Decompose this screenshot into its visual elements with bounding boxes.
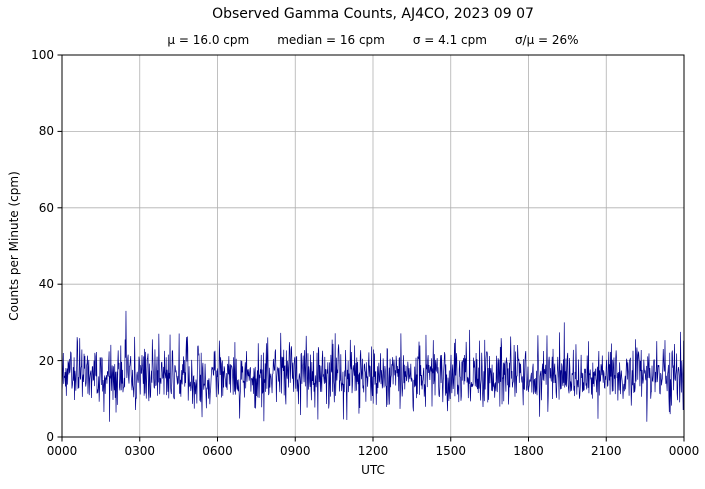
y-tick-label: 20 xyxy=(38,353,54,368)
chart-stats-line: μ = 16.0 cpm median = 16 cpm σ = 4.1 cpm… xyxy=(62,33,684,47)
stat-sigma: σ = 4.1 cpm xyxy=(412,33,487,47)
x-tick-label: 2100 xyxy=(590,444,622,458)
x-tick-label: 0900 xyxy=(279,444,311,458)
plot-area xyxy=(57,54,685,442)
y-tick-label: 0 xyxy=(46,430,54,444)
y-tick-label: 60 xyxy=(38,200,54,215)
gamma-trace xyxy=(61,310,685,422)
y-tick-label: 100 xyxy=(31,48,54,62)
y-tick-label: 80 xyxy=(38,124,54,139)
x-axis-label: UTC xyxy=(361,463,385,477)
x-tick-label: 1800 xyxy=(513,444,544,458)
y-axis-label: Counts per Minute (cpm) xyxy=(7,171,21,321)
x-tick-label: 0000 xyxy=(668,444,700,458)
x-tick-label: 0600 xyxy=(202,444,233,458)
stat-mean: μ = 16.0 cpm xyxy=(167,33,250,47)
x-tick-label: 0000 xyxy=(46,444,78,458)
chart-title: Observed Gamma Counts, AJ4CO, 2023 09 07 xyxy=(212,6,534,22)
stat-median: median = 16 cpm xyxy=(277,33,385,47)
stat-sigma-over-mu: σ/μ = 26% xyxy=(514,33,579,47)
gamma-counts-plot xyxy=(57,54,685,442)
x-tick-label: 0300 xyxy=(124,444,156,458)
x-tick-label: 1200 xyxy=(357,444,389,458)
y-tick-label: 40 xyxy=(38,277,54,292)
x-tick-label: 1500 xyxy=(435,444,467,458)
